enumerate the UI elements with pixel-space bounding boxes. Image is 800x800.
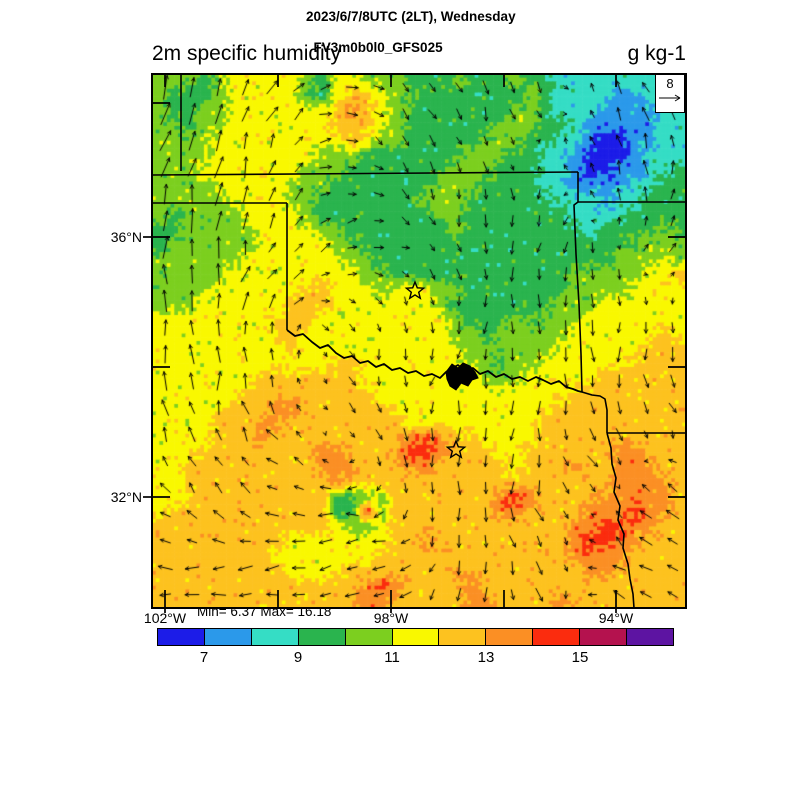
plot-model-name: FV3m0b0l0_GFS025 [313, 40, 443, 55]
humidity-field-canvas [152, 74, 686, 608]
colorbar-segment [533, 629, 581, 645]
colorbar-tick-label: 13 [477, 649, 495, 666]
lon-axis-label: 94°W [598, 610, 634, 626]
lon-axis-label: 98°W [373, 610, 409, 626]
units-label: g kg-1 [627, 42, 686, 65]
field-title: 2m specific humidity [152, 42, 342, 65]
wind-reference-arrow-icon [659, 94, 681, 102]
colorbar-segment [204, 629, 252, 645]
colorbar-segment [580, 629, 628, 645]
plot-datetime: 2023/6/7/8UTC (2LT), Wednesday [306, 9, 516, 24]
colorbar-segment [439, 629, 487, 645]
plot-header: 2023/6/7/8UTC (2LT), Wednesday FV3m0b0l0… [306, 9, 516, 56]
colorbar-segment [627, 629, 673, 645]
colorbar-segment [251, 629, 299, 645]
colorbar-segment [345, 629, 393, 645]
colorbar-segment [392, 629, 440, 645]
colorbar-tick-label: 15 [571, 649, 589, 666]
colorbar-tick-label: 7 [199, 649, 209, 666]
lat-axis-label: 36°N [110, 229, 142, 245]
colorbar-segment [298, 629, 346, 645]
lat-axis-label: 32°N [110, 489, 142, 505]
wind-reference-box: 8 [655, 74, 685, 113]
colorbar-segment [158, 629, 205, 645]
colorbar-tick-label: 11 [384, 649, 400, 666]
colorbar [157, 628, 674, 646]
colorbar-segment [486, 629, 534, 645]
lon-axis-label: 102°W [143, 610, 187, 626]
colorbar-tick-label: 9 [293, 649, 303, 666]
wind-reference-value: 8 [666, 76, 674, 91]
